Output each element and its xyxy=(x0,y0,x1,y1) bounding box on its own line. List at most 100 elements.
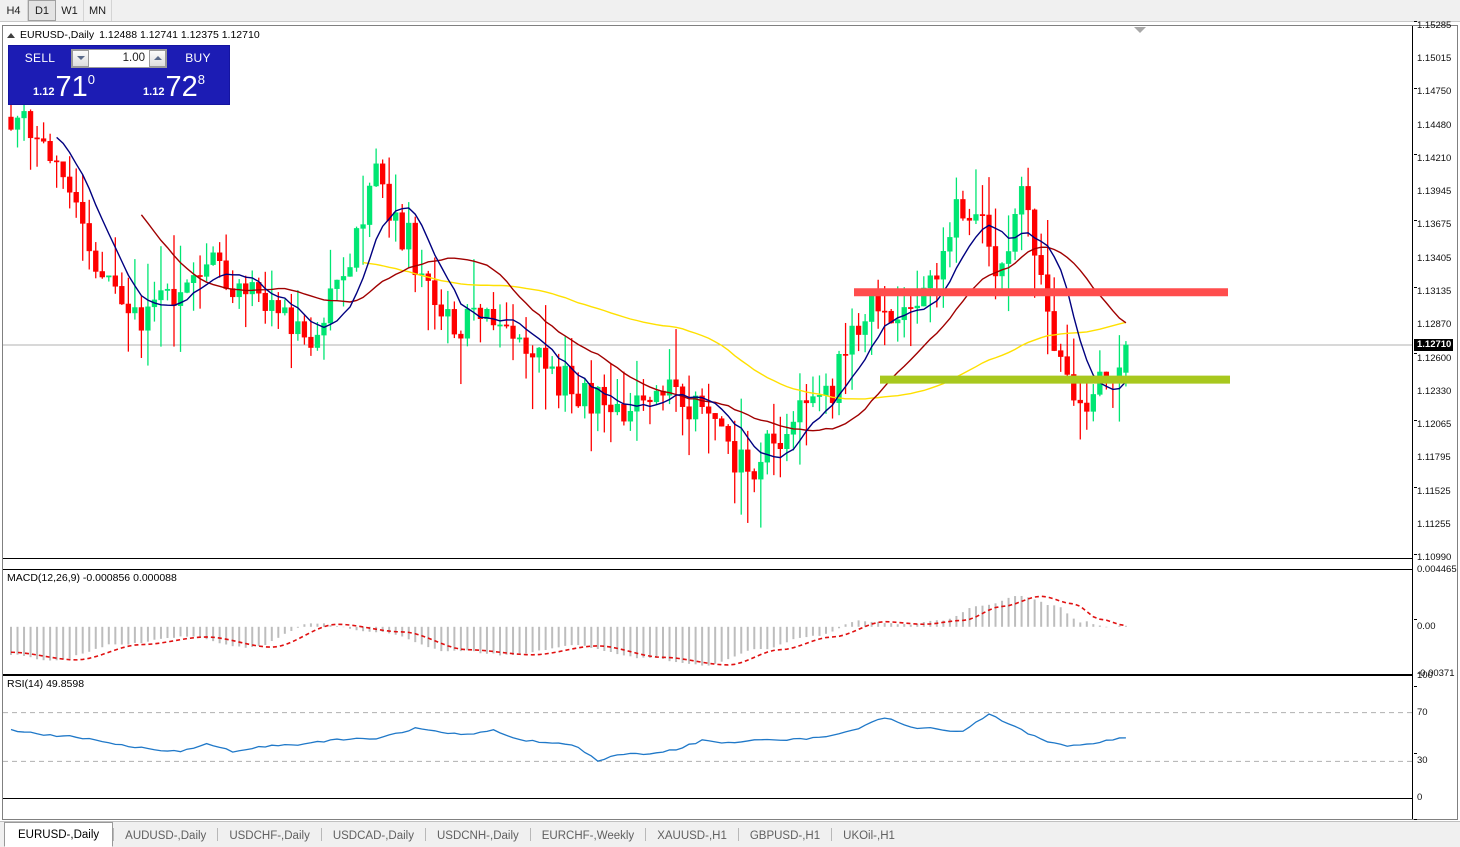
candle-body xyxy=(106,275,112,278)
axis-tick xyxy=(1414,352,1417,354)
macd-axis-label: 0.00 xyxy=(1417,620,1436,632)
price-axis-label: 1.10990 xyxy=(1417,552,1452,563)
candle-body xyxy=(882,310,888,313)
chart-tab-ukoil--h1[interactable]: UKOil-,H1 xyxy=(832,824,906,847)
macd-chart-canvas[interactable] xyxy=(3,570,1413,674)
axis-tick xyxy=(1414,220,1417,222)
candle-body xyxy=(862,321,868,335)
candle-body xyxy=(379,163,386,185)
buy-price-fraction: 8 xyxy=(197,72,205,87)
candle-body xyxy=(934,275,940,280)
candle-body xyxy=(203,264,210,277)
chart-shift-marker-icon[interactable] xyxy=(1134,27,1146,33)
pane-divider-2 xyxy=(3,569,1457,570)
macd-axis-label: -0.00371 xyxy=(1417,668,1455,679)
price-axis-label: 1.14750 xyxy=(1414,87,1451,155)
pane-divider-4 xyxy=(3,675,1457,676)
price-axis-label: 1.11255 xyxy=(1417,519,1451,531)
volume-decrement-button[interactable] xyxy=(72,49,89,67)
pane-divider-3 xyxy=(3,674,1457,675)
candle-body xyxy=(960,199,966,219)
candle-body xyxy=(340,276,347,281)
buy-button[interactable]: BUY xyxy=(185,50,211,65)
candlestick-series[interactable] xyxy=(8,90,1129,528)
axis-tick xyxy=(1414,753,1417,755)
chart-tab-usdcad--daily[interactable]: USDCAD-,Daily xyxy=(321,824,425,847)
price-axis-label: 1.12065 xyxy=(1414,419,1451,820)
candle-body xyxy=(797,400,803,423)
candle-body xyxy=(1051,311,1057,351)
candle-body xyxy=(771,433,777,444)
candle-body xyxy=(458,333,464,339)
candle-body xyxy=(986,214,992,247)
candle-body xyxy=(158,290,164,301)
candle-body xyxy=(653,390,660,403)
chart-tab-eurusd--daily[interactable]: EURUSD-,Daily xyxy=(4,822,114,847)
timeframe-toolbar: H4 D1 W1 MN xyxy=(0,0,1460,22)
candle-body xyxy=(21,111,27,119)
price-axis-label: 1.12600 xyxy=(1414,353,1451,688)
collapse-triangle-icon[interactable] xyxy=(7,32,15,38)
candle-body xyxy=(764,433,770,463)
price-axis[interactable]: 1.15285 1.15015 1.14750 1.14480 1.14210 1.139… xyxy=(1412,21,1457,820)
tab-divider xyxy=(529,828,531,841)
candle-body xyxy=(614,403,621,413)
sell-price-cell[interactable]: 1.12 71 0 xyxy=(10,70,118,103)
candle-body xyxy=(438,304,444,317)
candle-body xyxy=(627,410,634,422)
candle-body xyxy=(1090,394,1096,412)
candle-body xyxy=(373,163,379,187)
chart-tab-usdchf--daily[interactable]: USDCHF-,Daily xyxy=(218,824,321,847)
timeframe-button-mn[interactable]: MN xyxy=(84,0,112,21)
candle-body xyxy=(1025,186,1031,211)
timeframe-button-w1[interactable]: W1 xyxy=(56,0,84,21)
candle-body xyxy=(947,237,953,252)
chart-tab-usdcnh--daily[interactable]: USDCNH-,Daily xyxy=(425,824,530,847)
price-pane[interactable] xyxy=(3,26,1413,558)
candle-body xyxy=(360,224,366,229)
trade-panel-top-row: SELL 1.00 BUY xyxy=(9,46,229,70)
buy-price-prefix: 1.12 xyxy=(143,86,165,98)
candle-body xyxy=(184,282,190,293)
price-axis-label: 1.11795 xyxy=(1417,452,1451,464)
candle-body xyxy=(673,379,679,388)
one-click-trade-panel[interactable]: SELL 1.00 BUY 1.12 71 0 1.12 72 8 xyxy=(8,45,230,105)
price-axis-label: 1.13675 xyxy=(1414,220,1451,421)
candle-body xyxy=(1012,214,1018,252)
candle-body xyxy=(569,365,575,395)
toolbar-spacer xyxy=(112,0,1460,21)
axis-tick xyxy=(1414,419,1417,421)
chart-tab-audusd--daily[interactable]: AUDUSD-,Daily xyxy=(114,824,218,847)
candle-body xyxy=(40,138,47,142)
sell-price-prefix: 1.12 xyxy=(33,86,55,98)
macd-pane[interactable] xyxy=(3,570,1413,674)
timeframe-button-d1[interactable]: D1 xyxy=(28,0,56,21)
candle-body xyxy=(138,307,145,331)
tab-divider xyxy=(320,828,322,841)
candle-body xyxy=(803,400,810,404)
candle-body xyxy=(914,305,920,309)
chart-tab-gbpusd--h1[interactable]: GBPUSD-,H1 xyxy=(738,824,832,847)
tab-divider xyxy=(737,828,739,841)
chart-tab-eurchf--weekly[interactable]: EURCHF-,Weekly xyxy=(530,824,646,847)
chart-tab-bar[interactable]: EURUSD-,Daily AUDUSD-,Daily USDCHF-,Daily U… xyxy=(0,821,1460,847)
candle-body xyxy=(177,292,184,306)
price-chart-canvas[interactable] xyxy=(3,26,1413,558)
volume-increment-button[interactable] xyxy=(149,49,166,67)
price-axis-label: 1.12330 xyxy=(1414,387,1451,755)
axis-tick xyxy=(1414,818,1417,820)
timeframe-button-h4[interactable]: H4 xyxy=(0,0,28,21)
chart-title-bar: EURUSD-,Daily 1.12488 1.12741 1.12375 1.… xyxy=(7,29,260,41)
candle-body xyxy=(751,471,757,480)
chart-tab-xauusd--h1[interactable]: XAUUSD-,H1 xyxy=(646,824,738,847)
sell-button[interactable]: SELL xyxy=(24,50,56,65)
rsi-title: RSI(14) 49.8598 xyxy=(7,678,85,690)
volume-input[interactable]: 1.00 xyxy=(89,49,149,67)
buy-price-cell[interactable]: 1.12 72 8 xyxy=(120,70,228,103)
axis-tick xyxy=(1414,619,1417,621)
rsi-chart-canvas[interactable] xyxy=(3,676,1413,798)
volume-stepper[interactable]: 1.00 xyxy=(71,48,167,68)
candle-body xyxy=(745,449,751,472)
rsi-pane[interactable] xyxy=(3,676,1413,798)
candle-body xyxy=(692,395,699,420)
